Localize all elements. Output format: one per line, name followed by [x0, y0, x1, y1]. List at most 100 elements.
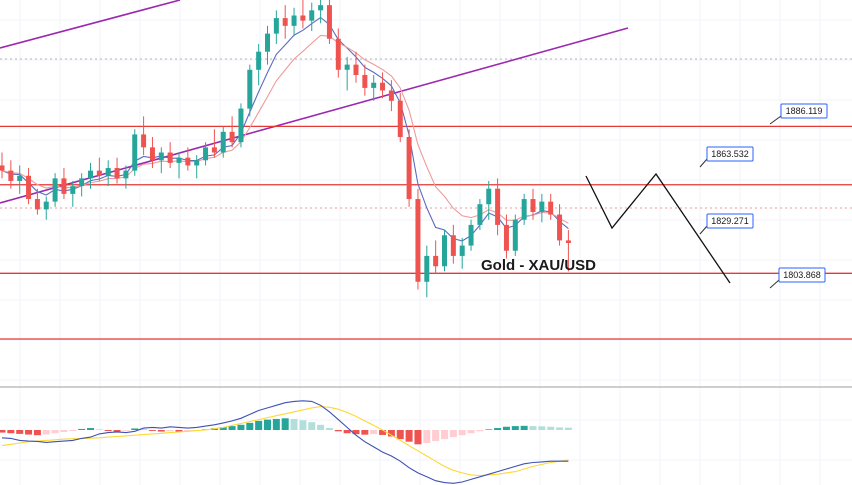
candle-body	[300, 15, 306, 21]
upper-trendline	[0, 0, 181, 49]
candle-body	[388, 90, 394, 101]
projected-path	[585, 172, 731, 284]
candle-body	[176, 157, 182, 163]
candle-body	[123, 170, 129, 179]
macd-histogram-bar	[166, 430, 174, 432]
macd-histogram-bar	[352, 430, 360, 435]
candle-body	[26, 175, 32, 200]
level-label-text: 1829.271	[711, 216, 749, 226]
projection-path	[585, 172, 731, 284]
macd-histogram-bar	[441, 430, 448, 440]
macd-histogram-bar	[290, 418, 298, 430]
candle-body	[52, 178, 58, 202]
macd-histogram-bar	[148, 430, 156, 431]
candle-body	[335, 38, 341, 70]
candle-body	[79, 178, 85, 187]
macd-histogram-bar	[494, 428, 502, 430]
macd-histogram-bar	[113, 430, 121, 432]
candle-body	[229, 131, 235, 143]
macd-histogram-bar	[556, 427, 564, 430]
candle-body	[149, 147, 155, 161]
macd-histogram-bar	[33, 430, 41, 436]
macd-histogram-bar	[405, 430, 413, 442]
macd-histogram-bar	[264, 419, 271, 430]
candle-body	[34, 199, 40, 210]
candle-body	[0, 165, 5, 171]
candle-body	[256, 51, 262, 70]
macd-histogram-bar	[219, 427, 227, 430]
macd-histogram-bar	[237, 424, 245, 430]
candle-body	[132, 134, 138, 171]
candle-body	[211, 147, 217, 153]
macd-histogram-bar	[520, 425, 528, 430]
macd-signal-line	[1, 406, 569, 477]
candle-body	[548, 201, 554, 215]
lower-trendline	[0, 27, 629, 204]
macd-histogram-bar	[564, 427, 572, 430]
candle-body	[194, 160, 200, 166]
candle-body	[318, 5, 324, 11]
candle-body	[309, 10, 315, 21]
level-label-text: 1863.532	[711, 149, 749, 159]
candle-body	[291, 15, 297, 26]
macd-histogram-bar	[485, 429, 493, 430]
candle-body	[415, 199, 421, 282]
candle-body	[450, 235, 456, 256]
candle-body	[326, 5, 332, 39]
candle-body	[265, 33, 270, 52]
candle-body	[61, 178, 67, 194]
label-leader	[699, 225, 708, 235]
macd-histogram-bar	[131, 428, 139, 430]
macd-histogram-bar	[343, 430, 351, 434]
candle-body	[185, 157, 191, 166]
candle-body	[167, 152, 173, 163]
macd-histogram-bar	[42, 430, 50, 435]
candle-body	[530, 199, 536, 212]
candle-body	[406, 137, 412, 200]
support-resistance-levels	[0, 125, 852, 340]
level-label-box	[706, 213, 754, 229]
macd-histogram-bar	[104, 430, 112, 432]
macd-histogram-bar	[228, 426, 236, 430]
candle-body	[486, 188, 492, 205]
ema-fast-line	[1, 16, 569, 242]
macd-line	[1, 400, 569, 484]
macd-histogram-bar	[467, 430, 475, 434]
candle-body	[282, 18, 288, 26]
candle-body	[141, 134, 147, 148]
candle-body	[468, 224, 474, 246]
macd-histogram-bar	[16, 430, 24, 434]
candle-body	[539, 201, 545, 212]
candle-body	[220, 131, 226, 153]
candle-body	[238, 108, 244, 143]
candle-body	[503, 224, 509, 251]
macd-histogram-bar	[387, 430, 395, 437]
macd-histogram-bar	[122, 430, 130, 431]
label-leader	[769, 115, 782, 125]
macd-histogram-bar	[272, 418, 280, 430]
macd-histogram-bar	[511, 426, 519, 430]
macd-histogram-bar	[476, 430, 484, 432]
candle-body	[521, 199, 527, 220]
macd-histogram-bar	[60, 430, 68, 432]
candle-body	[105, 168, 111, 176]
label-leader	[769, 279, 780, 289]
candle-body	[512, 219, 518, 251]
label-leader	[699, 158, 708, 168]
macd-histogram-bar	[538, 426, 546, 430]
macd-histogram-bar	[281, 418, 289, 430]
candle-body	[247, 69, 253, 109]
macd-histogram-bar	[317, 424, 325, 430]
macd-histogram-bar	[184, 430, 192, 432]
level-label-box	[780, 103, 828, 119]
candle-body	[17, 175, 23, 181]
macd-histogram-bar	[449, 430, 457, 438]
level-label-box	[706, 146, 754, 162]
macd-histogram-bar	[458, 430, 466, 436]
candle-body	[114, 168, 120, 179]
candle-body	[344, 64, 350, 70]
macd-histogram-bar	[51, 430, 59, 434]
candle-body	[424, 255, 430, 282]
level-label-text: 1803.868	[783, 270, 821, 280]
